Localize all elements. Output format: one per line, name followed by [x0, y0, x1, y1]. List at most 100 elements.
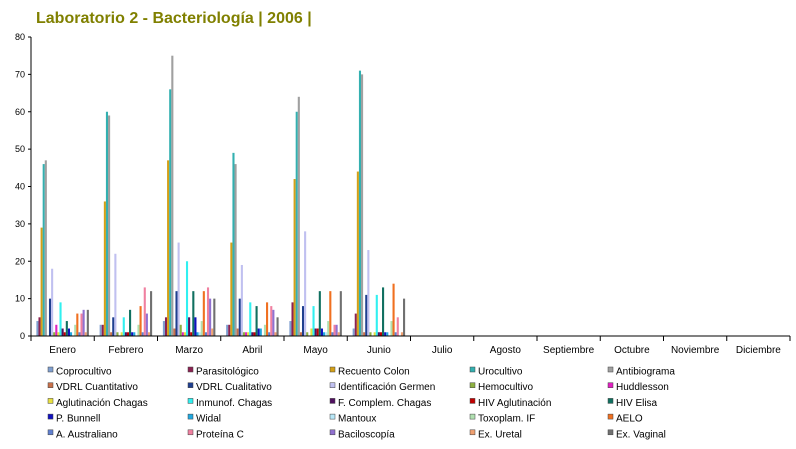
bar — [390, 321, 393, 336]
legend-label: Inmunof. Chagas — [196, 398, 272, 409]
bar — [122, 317, 125, 336]
bar — [147, 332, 151, 336]
bar — [192, 291, 195, 336]
bar — [145, 313, 148, 336]
bar — [251, 332, 254, 336]
bar — [108, 115, 111, 337]
bar — [141, 332, 144, 336]
bar — [318, 291, 321, 336]
legend-label: A. Australiano — [56, 429, 118, 440]
bar — [270, 306, 273, 336]
bar — [51, 268, 54, 336]
legend-label: AELO — [616, 414, 643, 425]
bar — [268, 332, 271, 336]
legend-label: Baciloscopía — [338, 429, 395, 440]
bar — [69, 332, 73, 336]
x-tick-label: Agosto — [490, 345, 522, 356]
y-tick-label: 70 — [15, 69, 25, 79]
bars-group — [36, 55, 406, 337]
legend-swatch — [607, 366, 614, 373]
bar — [164, 317, 168, 336]
bar — [301, 306, 305, 336]
bar — [196, 332, 199, 336]
bar — [242, 332, 246, 336]
legend-swatch — [607, 382, 614, 388]
bar — [400, 332, 404, 336]
bar — [188, 317, 191, 336]
bar — [255, 306, 258, 336]
bar — [314, 328, 317, 336]
bar — [392, 283, 395, 336]
legend-swatch — [607, 413, 614, 420]
bar — [169, 89, 172, 336]
bar — [126, 332, 130, 336]
bar — [120, 332, 123, 336]
bar — [379, 332, 383, 336]
bar — [162, 321, 165, 336]
legend-label: HIV Elisa — [616, 398, 658, 409]
legend-swatch — [607, 398, 614, 404]
legend-swatch — [469, 429, 476, 436]
legend-label: Antibiograma — [616, 367, 675, 378]
bar — [232, 152, 235, 336]
y-tick-label: 60 — [15, 107, 25, 117]
bar — [101, 324, 104, 336]
bar — [200, 321, 203, 336]
bar — [44, 160, 47, 336]
legend-label: VDRL Cuantitativo — [56, 382, 138, 393]
bar — [57, 332, 60, 336]
bar — [114, 253, 117, 336]
bar — [82, 309, 85, 336]
bar — [373, 332, 376, 336]
bar — [59, 302, 62, 336]
legend-swatch — [329, 413, 336, 420]
bar — [312, 306, 315, 336]
bar — [84, 332, 87, 336]
bar — [131, 332, 134, 336]
bar — [236, 328, 239, 336]
bar — [316, 328, 319, 336]
legend-label: P. Bunnell — [56, 414, 100, 425]
legend-label: F. Complem. Chagas — [338, 398, 431, 409]
bar — [327, 321, 330, 336]
legend-label: Ex. Uretal — [478, 429, 522, 440]
legend-label: Aglutinación Chagas — [56, 398, 148, 409]
legend-label: Coprocultivo — [56, 367, 112, 378]
bar — [240, 264, 243, 336]
legend-label: Huddlesson — [616, 382, 669, 393]
bar — [396, 317, 399, 336]
bar — [295, 111, 298, 336]
y-tick-label: 0 — [20, 331, 25, 341]
bar — [74, 324, 77, 336]
bar — [150, 291, 153, 336]
legend-swatch — [469, 366, 476, 373]
bar — [78, 332, 81, 336]
legend-label: Urocultivo — [478, 367, 523, 378]
x-tick-label: Diciembre — [736, 345, 781, 356]
bar — [361, 74, 364, 337]
bar — [320, 328, 323, 336]
bar — [99, 324, 102, 336]
bar — [363, 332, 366, 336]
x-tick-label: Abril — [242, 345, 262, 356]
bar — [247, 332, 250, 336]
y-tick-label: 40 — [15, 182, 25, 192]
bar — [333, 324, 336, 336]
legend-swatch — [329, 382, 336, 388]
bar — [339, 291, 342, 336]
bar — [194, 317, 197, 336]
bar — [249, 302, 252, 336]
x-tick-label: Julio — [432, 345, 453, 356]
bar — [65, 321, 68, 336]
bar — [403, 298, 406, 337]
legend-swatch — [187, 366, 194, 373]
bar — [209, 298, 212, 337]
bar — [335, 324, 338, 336]
bar — [377, 332, 380, 336]
bar — [297, 96, 300, 336]
bar — [375, 294, 378, 336]
x-tick-label: Septiembre — [543, 345, 595, 356]
bar — [63, 332, 66, 336]
bar — [228, 324, 231, 336]
